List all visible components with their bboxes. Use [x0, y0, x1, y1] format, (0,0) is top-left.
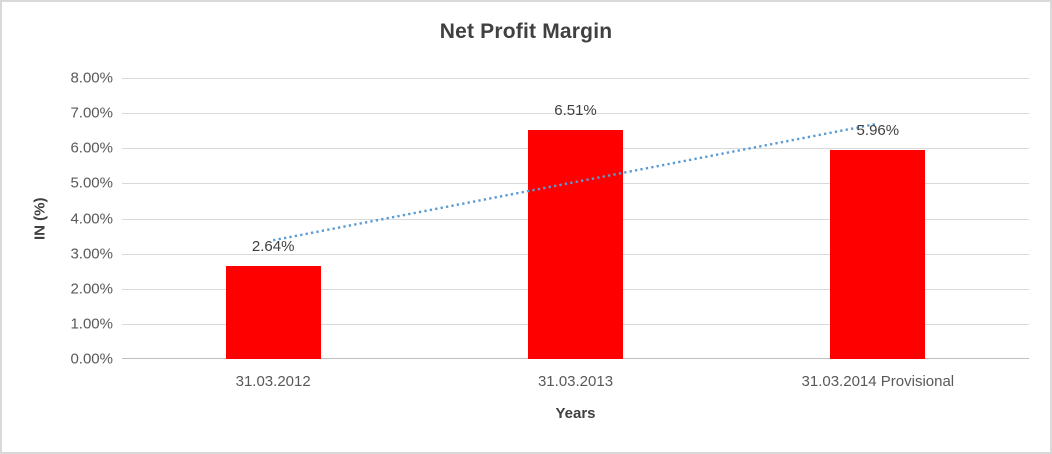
y-tick-label: 5.00% [70, 174, 113, 192]
data-label: 5.96% [856, 121, 900, 139]
plot-area: 2.64% 6.51% 5.96% [122, 78, 1029, 359]
bar [830, 149, 926, 359]
bar [225, 266, 321, 359]
x-axis-title: Years [555, 405, 596, 422]
x-tick-label: 31.03.2012 [235, 373, 311, 390]
y-tick-label: 3.00% [70, 245, 113, 263]
y-tick-label: 4.00% [70, 210, 113, 227]
gridline [122, 78, 1029, 79]
y-tick-label: 7.00% [70, 104, 113, 122]
data-label: 6.51% [554, 102, 597, 120]
y-tick-label: 8.00% [70, 69, 113, 87]
gridline [122, 113, 1029, 115]
chart-title: Net Profit Margin [439, 20, 613, 43]
y-axis-labels: 0.00% 1.00% 2.00% 3.00% 4.00% 5.00% 6.00% 7.00%… [2, 70, 113, 368]
x-tick-label: 31.03.2014 Provisional [801, 373, 955, 390]
x-axis-labels: 31.03.2012 31.03.2013 31.03.2014 Provision… [122, 373, 1029, 393]
y-tick-label: 6.00% [70, 139, 113, 157]
y-tick-label: 2.00% [70, 280, 113, 298]
y-tick-label: 0.00% [70, 350, 113, 368]
x-tick-label: 31.03.2013 [537, 373, 614, 390]
y-tick-label: 1.00% [70, 315, 113, 333]
data-label: 2.64% [251, 238, 295, 256]
trendline [272, 122, 879, 242]
bar [528, 130, 623, 359]
